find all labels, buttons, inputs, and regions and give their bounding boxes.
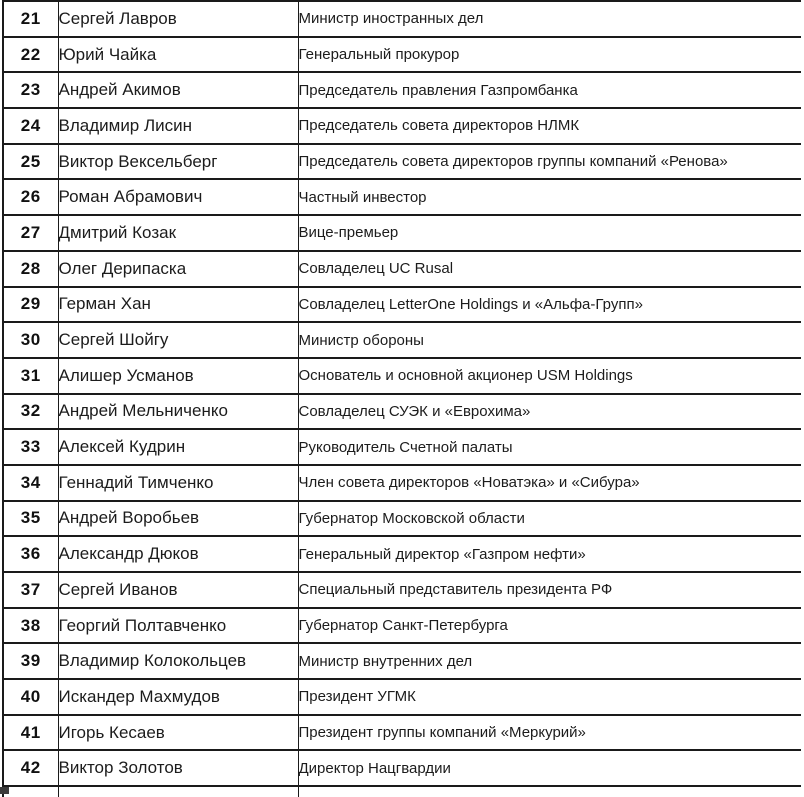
table-row-partial bbox=[2, 785, 801, 797]
rank-cell: 40 bbox=[2, 678, 59, 716]
table-row: 42 Виктор Золотов Директор Нацгвардии bbox=[2, 749, 801, 788]
table-row: 29 Герман Хан Совладелец LetterOne Holdi… bbox=[2, 285, 801, 324]
rank-cell: 39 bbox=[2, 642, 59, 681]
position-cell: Губернатор Санкт-Петербурга bbox=[298, 606, 801, 645]
position-cell: Основатель и основной акционер USM Holdi… bbox=[298, 356, 801, 395]
table-row: 31 Алишер Усманов Основатель и основной … bbox=[2, 356, 801, 395]
rank-cell: 37 bbox=[2, 571, 59, 609]
rank-cell: 38 bbox=[2, 606, 59, 645]
name-cell: Алишер Усманов bbox=[58, 356, 299, 395]
position-cell: Совладелец LetterOne Holdings и «Альфа-Г… bbox=[298, 285, 801, 324]
rank-cell: 27 bbox=[2, 214, 59, 252]
table-row: 40 Искандер Махмудов Президент УГМК bbox=[2, 678, 801, 716]
table-row: 33 Алексей Кудрин Руководитель Счетной п… bbox=[2, 428, 801, 466]
position-cell: Совладелец СУЭК и «Еврохима» bbox=[298, 392, 801, 431]
name-cell: Андрей Мельниченко bbox=[58, 392, 299, 431]
table-row: 41 Игорь Кесаев Президент группы компани… bbox=[2, 713, 801, 752]
table-row: 24 Владимир Лисин Председатель совета ди… bbox=[2, 107, 801, 145]
name-cell: Геннадий Тимченко bbox=[58, 463, 299, 502]
table-row: 22 Юрий Чайка Генеральный прокурор bbox=[2, 35, 801, 74]
name-cell: Игорь Кесаев bbox=[58, 713, 299, 752]
rank-cell: 22 bbox=[2, 35, 59, 74]
rank-cell: 30 bbox=[2, 321, 59, 359]
name-cell: Владимир Лисин bbox=[58, 107, 299, 145]
name-cell: Дмитрий Козак bbox=[58, 214, 299, 252]
rank-cell: 33 bbox=[2, 428, 59, 466]
position-cell: Министр иностранных дел bbox=[298, 0, 801, 38]
name-cell: Юрий Чайка bbox=[58, 35, 299, 74]
rank-cell: 29 bbox=[2, 285, 59, 324]
rank-cell: 34 bbox=[2, 463, 59, 502]
position-cell: Председатель совета директоров НЛМК bbox=[298, 107, 801, 145]
rank-cell: 35 bbox=[2, 499, 59, 538]
rank-cell: 32 bbox=[2, 392, 59, 431]
rank-cell: 24 bbox=[2, 107, 59, 145]
name-cell: Роман Абрамович bbox=[58, 178, 299, 217]
name-cell: Олег Дерипаска bbox=[58, 249, 299, 288]
table-row: 36 Александр Дюков Генеральный директор … bbox=[2, 535, 801, 573]
table-row: 26 Роман Абрамович Частный инвестор bbox=[2, 178, 801, 217]
position-cell: Частный инвестор bbox=[298, 178, 801, 217]
name-cell: Александр Дюков bbox=[58, 535, 299, 573]
rank-cell: 42 bbox=[2, 749, 59, 788]
position-cell: Президент УГМК bbox=[298, 678, 801, 716]
table-row: 34 Геннадий Тимченко Член совета директо… bbox=[2, 463, 801, 502]
table-row: 32 Андрей Мельниченко Совладелец СУЭК и … bbox=[2, 392, 801, 431]
rank-cell: 41 bbox=[2, 713, 59, 752]
position-cell: Президент группы компаний «Меркурий» bbox=[298, 713, 801, 752]
name-cell: Георгий Полтавченко bbox=[58, 606, 299, 645]
position-cell: Специальный представитель президента РФ bbox=[298, 571, 801, 609]
name-cell: Искандер Махмудов bbox=[58, 678, 299, 716]
table-row: 23 Андрей Акимов Председатель правления … bbox=[2, 71, 801, 110]
name-cell bbox=[58, 785, 299, 797]
position-cell: Министр внутренних дел bbox=[298, 642, 801, 681]
name-cell: Андрей Воробьев bbox=[58, 499, 299, 538]
table-row: 25 Виктор Вексельберг Председатель совет… bbox=[2, 142, 801, 181]
rank-cell: 21 bbox=[2, 0, 59, 38]
name-cell: Андрей Акимов bbox=[58, 71, 299, 110]
name-cell: Алексей Кудрин bbox=[58, 428, 299, 466]
rank-cell: 28 bbox=[2, 249, 59, 288]
name-cell: Сергей Иванов bbox=[58, 571, 299, 609]
table-row: 38 Георгий Полтавченко Губернатор Санкт-… bbox=[2, 606, 801, 645]
table-row: 37 Сергей Иванов Специальный представите… bbox=[2, 571, 801, 609]
table-row: 39 Владимир Колокольцев Министр внутренн… bbox=[2, 642, 801, 681]
table-row: 30 Сергей Шойгу Министр обороны bbox=[2, 321, 801, 359]
position-cell: Губернатор Московской области bbox=[298, 499, 801, 538]
name-cell: Виктор Вексельберг bbox=[58, 142, 299, 181]
table-row: 35 Андрей Воробьев Губернатор Московской… bbox=[2, 499, 801, 538]
table-row: 27 Дмитрий Козак Вице-премьер bbox=[2, 214, 801, 252]
table-row: 21 Сергей Лавров Министр иностранных дел bbox=[2, 0, 801, 38]
position-cell: Вице-премьер bbox=[298, 214, 801, 252]
position-cell: Председатель правления Газпромбанка bbox=[298, 71, 801, 110]
name-cell: Герман Хан bbox=[58, 285, 299, 324]
name-cell: Владимир Колокольцев bbox=[58, 642, 299, 681]
position-cell: Генеральный прокурор bbox=[298, 35, 801, 74]
position-cell bbox=[298, 785, 801, 797]
table-corner-fragment bbox=[0, 787, 9, 794]
name-cell: Сергей Лавров bbox=[58, 0, 299, 38]
name-cell: Сергей Шойгу bbox=[58, 321, 299, 359]
rank-cell: 26 bbox=[2, 178, 59, 217]
rank-cell: 31 bbox=[2, 356, 59, 395]
position-cell: Директор Нацгвардии bbox=[298, 749, 801, 788]
table-row: 28 Олег Дерипаска Совладелец UC Rusal bbox=[2, 249, 801, 288]
rank-cell: 23 bbox=[2, 71, 59, 110]
position-cell: Член совета директоров «Новатэка» и «Сиб… bbox=[298, 463, 801, 502]
name-cell: Виктор Золотов bbox=[58, 749, 299, 788]
rank-cell: 25 bbox=[2, 142, 59, 181]
rank-cell bbox=[2, 785, 59, 797]
rank-cell: 36 bbox=[2, 535, 59, 573]
position-cell: Председатель совета директоров группы ко… bbox=[298, 142, 801, 181]
position-cell: Руководитель Счетной палаты bbox=[298, 428, 801, 466]
position-cell: Совладелец UC Rusal bbox=[298, 249, 801, 288]
position-cell: Генеральный директор «Газпром нефти» bbox=[298, 535, 801, 573]
position-cell: Министр обороны bbox=[298, 321, 801, 359]
